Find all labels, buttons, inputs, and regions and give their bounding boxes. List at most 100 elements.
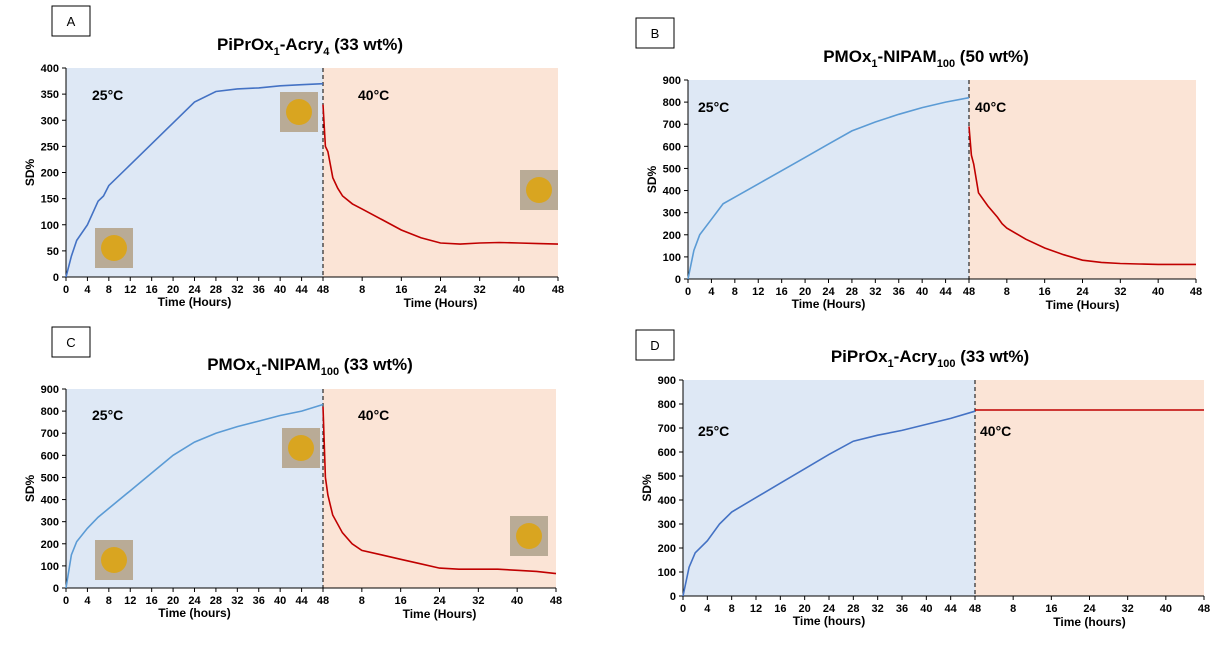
- x2-tick-label: 48: [550, 595, 562, 607]
- x-tick-label: 12: [752, 286, 764, 298]
- y-tick-label: 400: [41, 495, 59, 507]
- x-tick-label: 8: [732, 286, 738, 298]
- y-tick-label: 200: [658, 543, 676, 555]
- photo-gel: [101, 547, 127, 573]
- chart-title: PMOx1-NIPAM100 (33 wt%): [207, 355, 413, 378]
- x-tick-label: 24: [188, 595, 201, 607]
- title-subscript: 100: [937, 58, 955, 70]
- panel-label: A: [67, 14, 76, 29]
- annotation: 25°C: [92, 87, 123, 103]
- y-tick-label: 400: [658, 495, 676, 507]
- data-line: [65, 82, 324, 278]
- title-part: PMOx: [823, 47, 872, 66]
- y-tick-label: 50: [47, 246, 59, 258]
- x-tick-label: 12: [750, 603, 762, 615]
- y-tick-label: 200: [41, 168, 59, 180]
- y-tick-label: 100: [663, 252, 681, 264]
- x-tick-label: 40: [920, 603, 932, 615]
- y-tick-label: 100: [41, 561, 59, 573]
- y-tick-label: 400: [663, 186, 681, 198]
- x2-tick-label: 24: [1083, 603, 1096, 615]
- y-tick-label: 600: [663, 141, 681, 153]
- title-subscript: 1: [255, 366, 261, 378]
- x-tick-label: 20: [799, 603, 811, 615]
- x-tick-label: 28: [846, 286, 858, 298]
- background-25: [688, 80, 969, 279]
- x2-tick-label: 16: [1039, 286, 1051, 298]
- background-40: [969, 80, 1196, 279]
- x2-tick-label: 24: [434, 284, 447, 296]
- x2-tick-label: 8: [1004, 286, 1010, 298]
- x-tick-label: 24: [188, 284, 201, 296]
- x2-tick-label: 8: [359, 595, 365, 607]
- y-tick-label: 600: [41, 450, 59, 462]
- title-subscript: 4: [323, 46, 330, 58]
- title-subscript: 1: [871, 58, 877, 70]
- x-tick-label: 0: [63, 284, 69, 296]
- x-tick-label: 48: [317, 595, 329, 607]
- x-tick-label: 40: [274, 595, 286, 607]
- x-axis-label: Time (Hours): [792, 297, 866, 311]
- x2-tick-label: 24: [433, 595, 446, 607]
- x2-tick-label: 40: [1152, 286, 1164, 298]
- x-tick-label: 28: [210, 595, 222, 607]
- y-tick-label: 500: [663, 163, 681, 175]
- y-tick-label: 0: [53, 272, 59, 284]
- x-tick-label: 8: [729, 603, 735, 615]
- y-axis-label: SD%: [640, 474, 654, 502]
- x-axis-label: Time (Hours): [158, 295, 232, 309]
- data-line: [65, 403, 324, 589]
- photo-gel: [516, 523, 542, 549]
- y-tick-label: 300: [663, 208, 681, 220]
- y-tick-label: 500: [658, 471, 676, 483]
- x-tick-label: 32: [872, 603, 884, 615]
- x-tick-label: 48: [969, 603, 981, 615]
- x-tick-label: 0: [680, 603, 686, 615]
- data-line: [322, 406, 557, 575]
- x-tick-label: 12: [124, 284, 136, 296]
- annotation: 40°C: [980, 423, 1011, 439]
- x-tick-label: 32: [231, 284, 243, 296]
- data-line: [968, 126, 1196, 266]
- title-part: (33 wt%): [329, 35, 403, 54]
- x-tick-label: 32: [869, 286, 881, 298]
- x-tick-label: 12: [124, 595, 136, 607]
- x-axis-label: Time (hours): [793, 614, 865, 628]
- x2-tick-label: 48: [1190, 286, 1202, 298]
- title-part: -Acry: [894, 347, 938, 366]
- annotation: 25°C: [698, 423, 729, 439]
- title-subscript: 100: [937, 358, 955, 370]
- y-tick-label: 800: [663, 97, 681, 109]
- x-tick-label: 0: [685, 286, 691, 298]
- x-tick-label: 44: [945, 603, 958, 615]
- y-tick-label: 150: [41, 194, 59, 206]
- y-tick-label: 800: [658, 399, 676, 411]
- y-tick-label: 200: [41, 539, 59, 551]
- y-tick-label: 300: [41, 115, 59, 127]
- x2-tick-label: 8: [1010, 603, 1016, 615]
- panel-box: [635, 17, 675, 49]
- x-tick-label: 0: [63, 595, 69, 607]
- x2-axis-label: Time (Hours): [1046, 298, 1120, 312]
- x2-tick-label: 16: [395, 595, 407, 607]
- x2-tick-label: 16: [1045, 603, 1057, 615]
- background-40: [975, 380, 1204, 596]
- x-tick-label: 24: [823, 603, 836, 615]
- x-tick-label: 16: [776, 286, 788, 298]
- y-tick-label: 200: [663, 230, 681, 242]
- x-tick-label: 36: [253, 595, 265, 607]
- x2-tick-label: 16: [395, 284, 407, 296]
- y-tick-label: 250: [41, 141, 59, 153]
- chart-title: PMOx1-NIPAM100 (50 wt%): [823, 47, 1029, 70]
- y-tick-label: 700: [663, 119, 681, 131]
- title-part: -NIPAM: [878, 47, 937, 66]
- background-25: [683, 380, 975, 596]
- chart-title: PiPrOx1-Acry4 (33 wt%): [217, 35, 403, 58]
- data-line: [682, 410, 976, 597]
- y-tick-label: 900: [41, 384, 59, 396]
- y-tick-label: 350: [41, 89, 59, 101]
- x-tick-label: 20: [799, 286, 811, 298]
- x-tick-label: 44: [295, 595, 308, 607]
- x-tick-label: 8: [106, 284, 112, 296]
- title-part: PiPrOx: [831, 347, 888, 366]
